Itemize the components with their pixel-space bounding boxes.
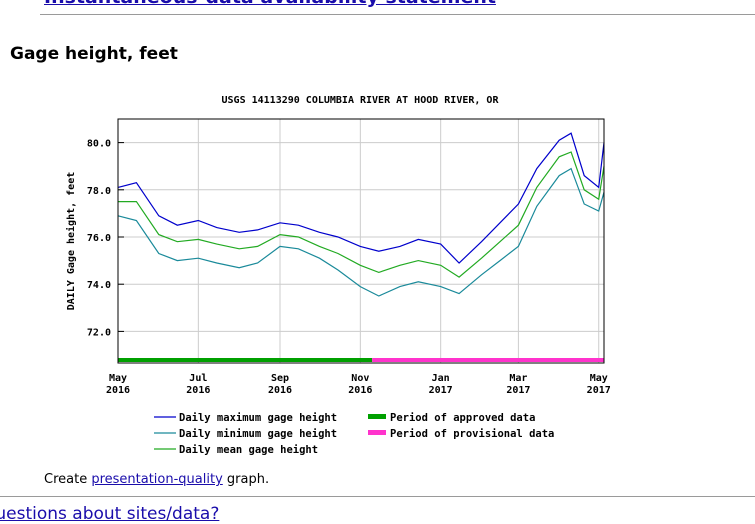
- y-axis-label: DAILY Gage height, feet: [65, 172, 77, 310]
- legend-label: Daily maximum gage height: [179, 412, 337, 424]
- y-tick-label: 74.0: [87, 280, 111, 291]
- legend-swatch: [368, 414, 386, 419]
- chart-legend: Daily maximum gage height Daily minimum g…: [154, 412, 554, 456]
- presentation-quality-link[interactable]: presentation-quality: [91, 472, 223, 487]
- x-tick-label-year: 2016: [106, 385, 130, 396]
- y-tick-label: 76.0: [87, 233, 111, 244]
- divider-bottom: [0, 496, 755, 497]
- x-tick-label: Jan: [432, 373, 450, 384]
- plot-frame: [117, 118, 605, 364]
- x-tick-label-year: 2016: [348, 385, 372, 396]
- create-graph-line: Create presentation-quality graph.: [44, 472, 269, 487]
- create-prefix: Create: [44, 472, 92, 487]
- x-tick-label-year: 2017: [506, 385, 530, 396]
- questions-link[interactable]: Questions about sites/data?: [0, 504, 220, 524]
- x-tick-label: May: [109, 373, 127, 384]
- create-suffix: graph.: [222, 472, 270, 487]
- legend-label: Daily mean gage height: [179, 444, 318, 456]
- period-bar: [118, 358, 373, 362]
- y-axis: 72.0 74.0 76.0 78.0 80.0: [87, 139, 124, 338]
- legend-label: Daily minimum gage height: [179, 428, 337, 440]
- chart-periods: [118, 358, 604, 362]
- series-line: [118, 151, 605, 278]
- gage-height-graph: USGS 14113290 COLUMBIA RIVER AT HOOD RIV…: [44, 84, 624, 464]
- y-tick-label: 78.0: [87, 186, 111, 197]
- section-title: Gage height, feet: [10, 44, 178, 64]
- y-tick-label: 80.0: [87, 139, 111, 150]
- availability-statement-link[interactable]: Instantaneous-data availability statemen…: [44, 0, 496, 8]
- series-line: [117, 167, 605, 297]
- x-tick-label: Sep: [271, 373, 289, 384]
- x-tick-label-year: 2016: [268, 385, 292, 396]
- chart-series: [117, 132, 605, 297]
- legend-swatch: [368, 430, 386, 435]
- x-tick-label-year: 2017: [429, 385, 453, 396]
- chart-svg: USGS 14113290 COLUMBIA RIVER AT HOOD RIV…: [65, 95, 611, 456]
- series-line: [117, 132, 605, 264]
- x-tick-label: Mar: [509, 373, 527, 384]
- y-tick-label: 72.0: [87, 327, 111, 338]
- legend-label: Period of provisional data: [390, 428, 554, 440]
- chart-grid: [117, 119, 604, 363]
- x-tick-label: May: [590, 373, 608, 384]
- period-bar: [372, 358, 604, 362]
- chart-title: USGS 14113290 COLUMBIA RIVER AT HOOD RIV…: [222, 95, 500, 106]
- x-tick-label: Jul: [189, 373, 207, 384]
- x-tick-label-year: 2016: [186, 385, 210, 396]
- divider-top: [40, 14, 755, 15]
- x-tick-label: Nov: [351, 373, 369, 384]
- x-axis: May2016Jul2016Sep2016Nov2016Jan2017Mar20…: [106, 373, 611, 396]
- x-tick-label-year: 2017: [587, 385, 611, 396]
- legend-label: Period of approved data: [390, 412, 535, 424]
